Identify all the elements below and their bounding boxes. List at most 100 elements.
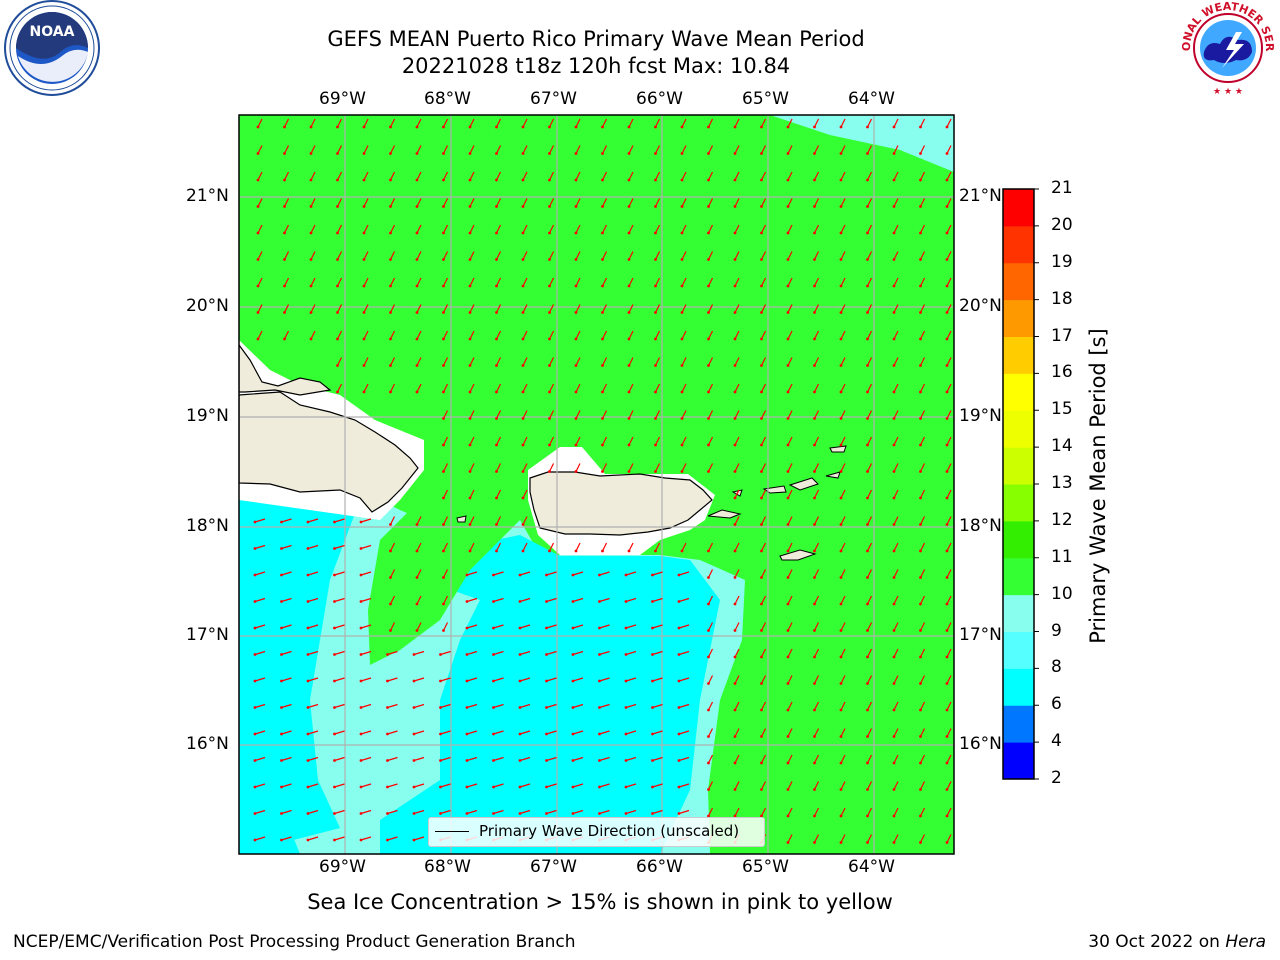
wave-direction-arrow <box>760 304 767 313</box>
wave-direction-arrow <box>599 597 610 603</box>
wave-direction-arrowhead <box>280 600 283 603</box>
wave-direction-arrowhead <box>654 231 657 235</box>
wave-direction-arrow <box>813 224 820 234</box>
wave-direction-arrow <box>360 730 372 735</box>
lat-label-left: 20°N <box>186 296 229 316</box>
wave-direction-arrowhead <box>601 258 604 261</box>
wave-direction-arrow <box>654 251 661 260</box>
wave-direction-arrow <box>813 834 820 843</box>
wave-direction-arrow <box>707 569 714 578</box>
wave-direction-arrowhead <box>362 390 366 394</box>
wave-direction-arrow <box>707 781 714 790</box>
wave-direction-arrowhead <box>415 602 419 606</box>
wave-direction-arrowhead <box>813 602 816 606</box>
wave-direction-arrowhead <box>866 417 869 420</box>
wave-direction-arrow <box>893 330 899 340</box>
wave-direction-arrow <box>787 463 793 472</box>
wave-direction-arrow <box>416 224 422 234</box>
wave-direction-arrow <box>469 330 475 340</box>
colorbar-tick-label: 14 <box>1051 436 1073 457</box>
wave-direction-arrowhead <box>627 443 631 447</box>
wave-direction-arrowhead <box>760 258 763 261</box>
wave-direction-arrow <box>654 330 661 340</box>
wave-direction-arrowhead <box>733 443 737 447</box>
wave-direction-arrowhead <box>813 443 816 447</box>
wave-direction-arrowhead <box>919 576 922 579</box>
wave-direction-arrow <box>387 756 398 762</box>
wave-direction-arrow <box>654 198 661 207</box>
wave-direction-arrowhead <box>733 761 737 765</box>
lat-label-right: 21°N <box>959 186 1002 206</box>
wave-direction-arrowhead <box>439 706 442 709</box>
wave-direction-arrowhead <box>574 443 578 447</box>
wave-direction-arrowhead <box>945 258 949 261</box>
wave-direction-arrowhead <box>707 311 710 314</box>
wave-direction-arrowhead <box>521 284 525 288</box>
wave-direction-arrow <box>707 675 714 684</box>
lon-label-top: 66°W <box>636 89 683 109</box>
wave-direction-arrow <box>334 624 345 629</box>
wave-direction-arrow <box>628 542 634 552</box>
wave-direction-arrowhead <box>733 708 737 712</box>
wave-direction-arrow <box>389 145 396 154</box>
wave-direction-arrow <box>466 597 478 603</box>
wave-direction-arrowhead <box>521 443 525 447</box>
wave-direction-arrowhead <box>412 812 416 815</box>
wave-direction-arrowhead <box>624 812 628 815</box>
wave-direction-arrow <box>787 489 793 499</box>
wave-direction-arrowhead <box>412 679 416 683</box>
wave-direction-arrowhead <box>521 231 525 235</box>
wave-direction-arrow <box>946 648 952 658</box>
wave-direction-arrowhead <box>786 311 790 314</box>
wave-direction-arrowhead <box>601 417 604 420</box>
wave-direction-arrowhead <box>654 311 657 314</box>
wave-direction-arrowhead <box>945 682 949 685</box>
colorbar-tick-label: 11 <box>1051 546 1073 567</box>
wave-direction-arrow <box>893 834 899 843</box>
wave-direction-arrowhead <box>839 761 843 765</box>
wave-direction-arrow <box>522 330 528 340</box>
wave-direction-arrowhead <box>521 258 525 261</box>
wave-direction-arrowhead <box>412 785 416 789</box>
wave-direction-arrow <box>893 595 899 605</box>
wave-direction-arrowhead <box>786 364 790 367</box>
wave-direction-arrowhead <box>415 523 419 526</box>
wave-direction-arrow <box>946 542 952 552</box>
wave-direction-arrowhead <box>521 390 525 394</box>
wave-direction-arrowhead <box>945 337 949 341</box>
wave-direction-arrow <box>360 518 372 523</box>
wave-direction-arrowhead <box>733 549 737 553</box>
wave-direction-arrowhead <box>333 732 336 736</box>
wave-direction-arrow <box>707 754 714 764</box>
wave-direction-arrow <box>678 677 690 682</box>
wave-direction-arrowhead <box>598 785 601 789</box>
wave-direction-arrow <box>866 224 873 234</box>
wave-direction-arrow <box>519 809 531 815</box>
wave-direction-arrow <box>946 622 952 631</box>
wave-direction-arrowhead <box>465 679 469 683</box>
wave-direction-arrowhead <box>892 417 896 420</box>
wave-direction-arrow <box>442 330 449 340</box>
wave-direction-arrowhead <box>415 364 419 367</box>
wave-direction-arrow <box>572 783 584 788</box>
wave-direction-arrowhead <box>571 679 575 683</box>
wave-direction-arrow <box>389 171 396 181</box>
wave-direction-arrowhead <box>571 600 575 603</box>
wave-direction-arrow <box>469 304 475 313</box>
wave-direction-arrow <box>440 730 451 735</box>
wave-direction-arrow <box>469 410 475 419</box>
wave-direction-arrowhead <box>760 284 763 288</box>
wave-direction-arrow <box>416 198 422 207</box>
wave-direction-arrowhead <box>786 655 790 659</box>
wave-direction-arrow <box>840 754 846 764</box>
wave-direction-arrow <box>760 781 767 790</box>
wave-direction-arrow <box>734 675 740 684</box>
wave-direction-arrowhead <box>707 788 710 791</box>
wave-direction-arrow <box>334 571 345 576</box>
wave-direction-arrowhead <box>495 417 498 420</box>
wave-direction-arrow <box>840 728 846 737</box>
wave-direction-arrowhead <box>256 258 260 261</box>
wave-direction-arrowhead <box>945 655 949 659</box>
wave-direction-arrowhead <box>333 679 336 683</box>
wave-direction-arrowhead <box>919 364 922 367</box>
